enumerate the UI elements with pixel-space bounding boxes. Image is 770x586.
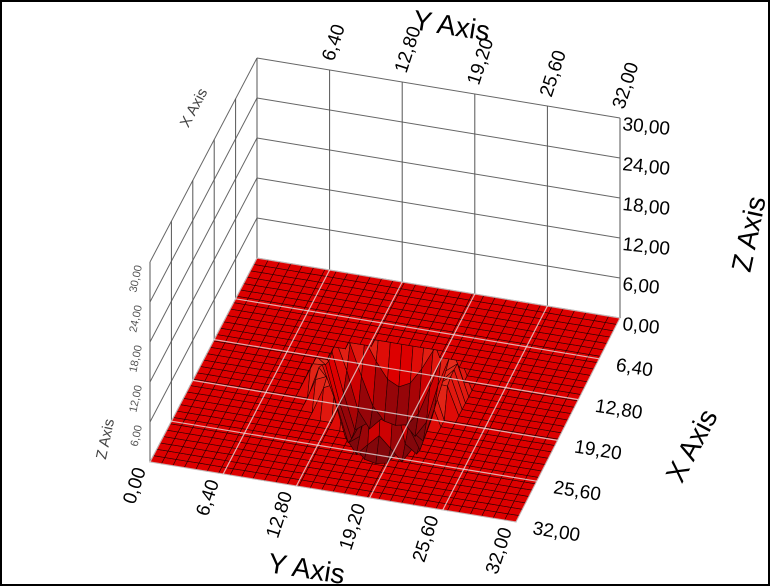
z-tick-label: 0,00 <box>621 314 660 339</box>
floor-gridline-y <box>515 317 621 523</box>
floor-gridline-y <box>295 281 403 487</box>
floor-gridline-x <box>192 379 558 441</box>
side-wall-gridline <box>149 137 258 343</box>
surface-mesh <box>149 257 621 523</box>
z-tick-label: 30,00 <box>621 114 670 140</box>
floor-gridline-y <box>369 293 476 499</box>
floor-gridline-y <box>442 305 548 511</box>
z-tick-label: 6,00 <box>621 274 660 299</box>
back-wall-gridline <box>256 217 621 279</box>
side-wall-gridline <box>149 57 258 263</box>
side-wall-gridline <box>149 97 258 303</box>
z-tick-label: 24,00 <box>621 154 670 180</box>
floor-gridline-x <box>171 420 537 482</box>
floor-gridline-x <box>235 298 600 360</box>
back-z-tick-label: 6,00 <box>129 424 145 447</box>
floor-gridline-x <box>149 461 517 523</box>
z-tick-label: 18,00 <box>621 194 670 220</box>
back-wall-gridline <box>256 97 621 159</box>
side-wall-gridline <box>149 217 258 423</box>
floor-gridline-y <box>222 269 331 475</box>
back-z-tick-label: 24,00 <box>127 304 144 333</box>
back-z-tick-label: 12,00 <box>127 384 144 413</box>
back-wall-gridline <box>256 57 621 119</box>
back-z-tick-label: 30,00 <box>127 264 144 293</box>
floor-grid-lines <box>149 257 621 523</box>
back-wall-gridline <box>256 177 621 239</box>
side-wall-gridline <box>149 177 258 383</box>
back-z-tick-label: 18,00 <box>127 344 144 373</box>
floor-gridline-x <box>256 257 621 319</box>
floor-gridline-x <box>214 339 579 401</box>
back-wall-gridline <box>256 137 621 199</box>
floor-gridline-y <box>149 257 258 463</box>
z-tick-label: 12,00 <box>621 234 670 260</box>
